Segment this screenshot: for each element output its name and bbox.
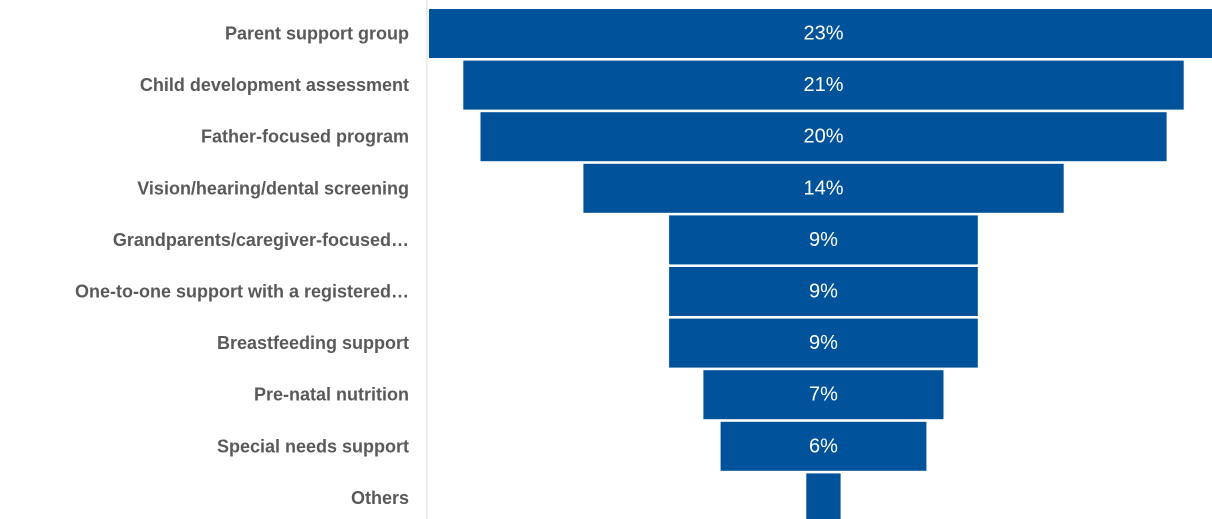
value-label: 21% [803,74,843,96]
value-label: 23% [803,23,843,45]
value-label-group: 23% 21% 20% 14% 9% 9% 9% 7% 6% [803,23,843,458]
funnel-bar [480,112,1167,162]
category-label: One-to-one support with a registered… [75,282,409,302]
bar-group [429,9,1212,519]
category-label: Grandparents/caregiver-focused… [113,230,409,250]
funnel-bar [669,318,978,368]
value-label: 14% [803,177,843,199]
funnel-bar [669,215,978,265]
value-label: 9% [809,229,838,251]
category-label: Pre-natal nutrition [254,385,409,405]
funnel-bar [703,370,944,420]
value-label: 20% [803,126,843,148]
funnel-bar [583,163,1064,213]
category-label-group: Parent support group Child development as… [75,24,409,508]
funnel-bar [720,421,927,471]
funnel-bar [669,267,978,316]
value-label: 9% [809,281,838,303]
value-label: 6% [809,435,838,457]
funnel-bar [429,9,1212,58]
category-label: Parent support group [225,24,409,44]
category-label: Breastfeeding support [217,333,409,353]
value-label: 7% [809,384,838,406]
category-label: Others [351,488,409,508]
funnel-bar [463,60,1184,110]
category-label: Vision/hearing/dental screening [137,178,409,198]
category-label: Father-focused program [201,127,409,147]
value-label: 9% [809,332,838,354]
category-label: Child development assessment [140,75,409,95]
category-label: Special needs support [217,436,409,456]
funnel-bar [806,473,841,519]
